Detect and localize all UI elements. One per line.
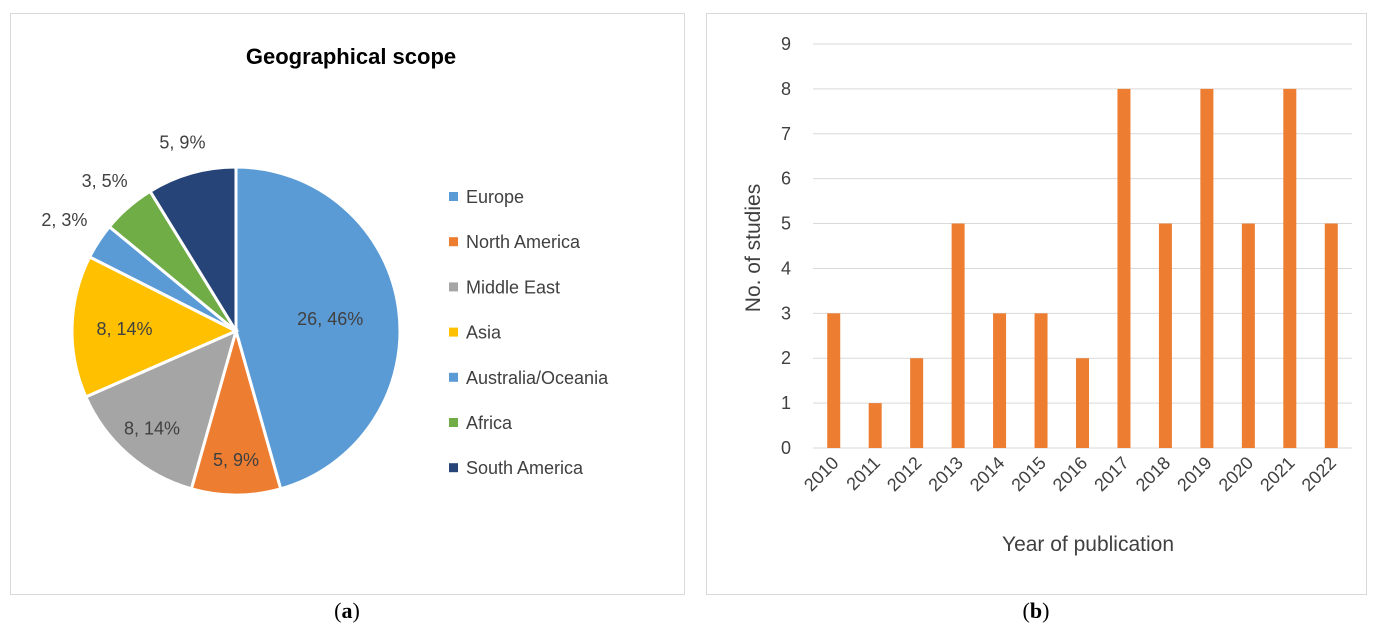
x-tick-label-2014: 2014 — [966, 453, 1008, 495]
caption-a: (a) — [334, 598, 360, 623]
legend-label-north-america: North America — [466, 232, 581, 252]
y-tick-label-8: 8 — [781, 79, 791, 99]
legend-swatch-europe — [449, 192, 458, 201]
legend-label-south-america: South America — [466, 458, 584, 478]
pie-data-label-middle-east: 8, 14% — [124, 418, 180, 438]
y-tick-label-9: 9 — [781, 34, 791, 54]
y-tick-label-1: 1 — [781, 393, 791, 413]
pie-data-label-europe: 26, 46% — [297, 309, 363, 329]
pie-slice-asia — [70, 254, 240, 399]
legend-label-australia-oceania: Australia/Oceania — [466, 368, 609, 388]
bar-2021 — [1283, 88, 1297, 448]
bar-2019 — [1200, 88, 1214, 448]
bar-2020 — [1241, 223, 1255, 448]
pie-legend: Europe North America Middle East Asia Austra… — [449, 187, 609, 478]
x-tick-label-2011: 2011 — [843, 453, 885, 495]
bar-bars — [827, 88, 1338, 448]
x-tick-label-2019: 2019 — [1173, 453, 1215, 495]
pie-data-label-australia-oceania: 2, 3% — [41, 210, 87, 230]
legend-swatch-north-america — [449, 237, 458, 247]
bar-2022 — [1324, 223, 1338, 448]
bar-2013 — [951, 223, 965, 448]
x-tick-label-2015: 2015 — [1007, 453, 1049, 495]
y-tick-label-4: 4 — [781, 258, 791, 278]
x-tick-label-2018: 2018 — [1132, 453, 1174, 495]
pie-chart: Geographical scope 26, 46% 5, 9% 8, 14% 8, … — [41, 44, 609, 497]
legend-swatch-australia-oceania — [449, 372, 458, 382]
x-tick-label-2016: 2016 — [1049, 453, 1091, 495]
bar-2016 — [1076, 358, 1089, 448]
y-tick-label-0: 0 — [781, 438, 791, 458]
legend-label-africa: Africa — [466, 413, 513, 433]
pie-data-label-north-america: 5, 9% — [213, 450, 259, 470]
caption-b: (b) — [1022, 598, 1050, 623]
pie-slice-north-america — [189, 325, 283, 497]
bar-2015 — [1034, 313, 1048, 448]
x-tick-label-2021: 2021 — [1256, 453, 1298, 495]
pie-slices — [70, 165, 402, 497]
legend-label-asia: Asia — [466, 323, 502, 343]
y-tick-label-2: 2 — [781, 348, 791, 368]
pie-data-label-south-america: 5, 9% — [159, 133, 205, 153]
bar-2012 — [910, 358, 924, 448]
legend-swatch-south-america — [449, 463, 458, 473]
bar-2010 — [827, 313, 841, 448]
bar-y-tick-labels: 0 1 2 3 4 5 6 7 8 9 — [781, 34, 791, 458]
y-tick-label-5: 5 — [781, 214, 791, 234]
caption-b-letter: b — [1029, 598, 1043, 623]
pie-chart-panel: Geographical scope 26, 46% 5, 9% 8, 14% 8, … — [10, 13, 685, 595]
pie-data-label-africa: 3, 5% — [82, 171, 128, 191]
caption-a-letter: a — [341, 598, 353, 623]
bar-x-tick-labels: 2010 2011 2012 2013 2014 2015 2016 2017 2018 2019… — [800, 453, 1340, 495]
bar-2011 — [868, 403, 882, 448]
y-tick-label-6: 6 — [781, 169, 791, 189]
legend-swatch-asia — [449, 327, 458, 337]
bar-2018 — [1158, 223, 1172, 448]
pie-data-labels: 26, 46% 5, 9% 8, 14% 8, 14% 2, 3% 3, 5% 5, 9% — [41, 133, 363, 470]
bar-2014 — [993, 313, 1007, 448]
x-tick-label-2017: 2017 — [1090, 453, 1132, 495]
x-axis-label: Year of publication — [1002, 533, 1174, 556]
bar-2017 — [1117, 88, 1131, 448]
x-tick-label-2022: 2022 — [1298, 453, 1340, 495]
y-tick-label-7: 7 — [781, 124, 791, 144]
legend-swatch-africa — [449, 418, 458, 427]
x-tick-label-2010: 2010 — [800, 453, 842, 495]
pie-slice-south-america — [148, 165, 238, 337]
legend-label-middle-east: Middle East — [466, 277, 560, 297]
pie-slice-europe — [234, 165, 402, 491]
x-tick-label-2012: 2012 — [883, 453, 925, 495]
pie-slice-middle-east — [83, 328, 239, 491]
legend-label-europe: Europe — [466, 187, 524, 207]
x-tick-label-2020: 2020 — [1215, 453, 1257, 495]
pie-chart-title: Geographical scope — [246, 44, 456, 69]
pie-data-label-asia: 8, 14% — [96, 319, 152, 339]
y-tick-label-3: 3 — [781, 303, 791, 323]
legend-swatch-middle-east — [449, 282, 458, 292]
x-tick-label-2013: 2013 — [924, 453, 966, 495]
y-axis-label: No. of studies — [742, 184, 765, 312]
